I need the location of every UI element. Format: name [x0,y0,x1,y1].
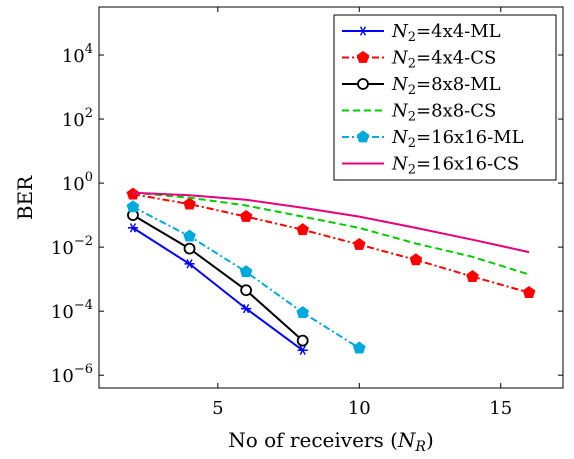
series-1-point-3 [296,223,309,236]
legend-label-3: N2=8x8-CS [391,101,496,125]
series-1-point-4 [353,237,366,250]
series-1-point-6 [466,269,479,282]
legend-label-0: N2=4x4-ML [391,21,501,45]
legend-label-4: N2=16x16-ML [391,127,524,151]
series-2-point-3 [296,334,309,347]
plot-frame [98,6,564,389]
series-line-0 [132,227,304,352]
y-tick-label-2: 100 [62,170,93,195]
x-axis-label: No of receivers (NR) [228,428,434,455]
y-tick-label-5: 10−6 [51,362,93,387]
series-1-point-2 [239,209,253,222]
x-tick-label-1: 10 [348,398,371,419]
series-line-4 [132,206,360,349]
legend-marker-1 [356,50,370,63]
series-1-point-7 [522,285,536,298]
series-line-3 [132,191,530,276]
series-4-point-1 [183,229,196,242]
series-0 [127,223,308,355]
series-2 [127,209,309,347]
x-tick-label-2: 15 [489,398,512,419]
series-line-2 [132,214,304,342]
y-tick-label-4: 10−4 [51,298,93,323]
series-2-point-1 [183,242,196,255]
series-3 [132,191,530,276]
series-1 [126,187,536,298]
legend-marker-2 [357,78,369,90]
legend-label-1: N2=4x4-CS [391,48,496,72]
series-4-point-0 [126,200,140,213]
legend-label-5: N2=16x16-CS [391,154,519,178]
series-0-point-1 [184,259,195,269]
series-0-point-3 [297,345,308,355]
series-1-point-5 [409,253,423,266]
legend-box [333,14,557,181]
legend-label-2: N2=8x8-ML [391,74,501,98]
series-4-point-3 [296,305,309,318]
series-5 [132,191,530,254]
legend-marker-4 [356,130,370,143]
y-tick-label-0: 104 [62,42,93,67]
y-tick-label-3: 10−2 [51,234,93,259]
y-axis-label: BER [13,175,37,220]
legend-marker-0 [358,26,368,36]
series-4-point-2 [239,265,253,278]
series-1-point-1 [183,197,196,210]
series-layer [126,187,536,355]
series-0-point-2 [241,303,252,314]
series-2-point-2 [240,284,253,297]
series-4-point-4 [353,341,366,354]
series-0-point-0 [127,223,138,233]
series-4 [126,200,366,354]
x-tick-label-0: 5 [212,398,223,419]
y-tick-label-1: 102 [62,106,93,131]
series-line-5 [132,191,530,254]
axis-ticks: 5 10 15 104 102 100 10−2 10−4 10−6 [51,7,563,419]
legend: N2=4x4-MLN2=4x4-CSN2=8x8-MLN2=8x8-CSN2=1… [333,14,557,181]
